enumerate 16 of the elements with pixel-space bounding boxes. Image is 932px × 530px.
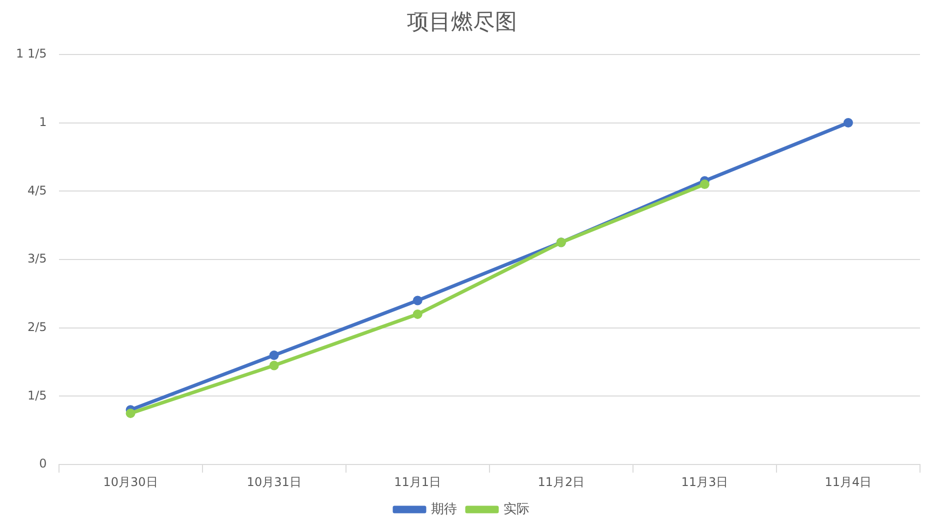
y-tick-label: 1 (39, 114, 47, 129)
y-tick-label: 4/5 (27, 183, 47, 198)
x-tick-label: 11月4日 (824, 474, 872, 489)
legend-label: 实际 (504, 502, 530, 517)
x-tick-label: 11月1日 (394, 474, 442, 489)
y-tick-label: 0 (39, 456, 47, 471)
y-tick-label: 3/5 (27, 252, 47, 266)
y-tick-label: 1/5 (27, 388, 47, 402)
x-tick-label: 10月30日 (103, 474, 158, 489)
y-tick-label: 1 1/5 (16, 46, 47, 61)
x-tick-label: 11月3日 (681, 474, 728, 489)
legend-label: 期待 (431, 502, 457, 517)
y-tick-label: 2/5 (27, 320, 47, 334)
x-tick-label: 11月2日 (538, 474, 585, 489)
x-tick-label: 10月31日 (246, 474, 302, 489)
chart-title: 项目燃尽图 (407, 10, 517, 35)
